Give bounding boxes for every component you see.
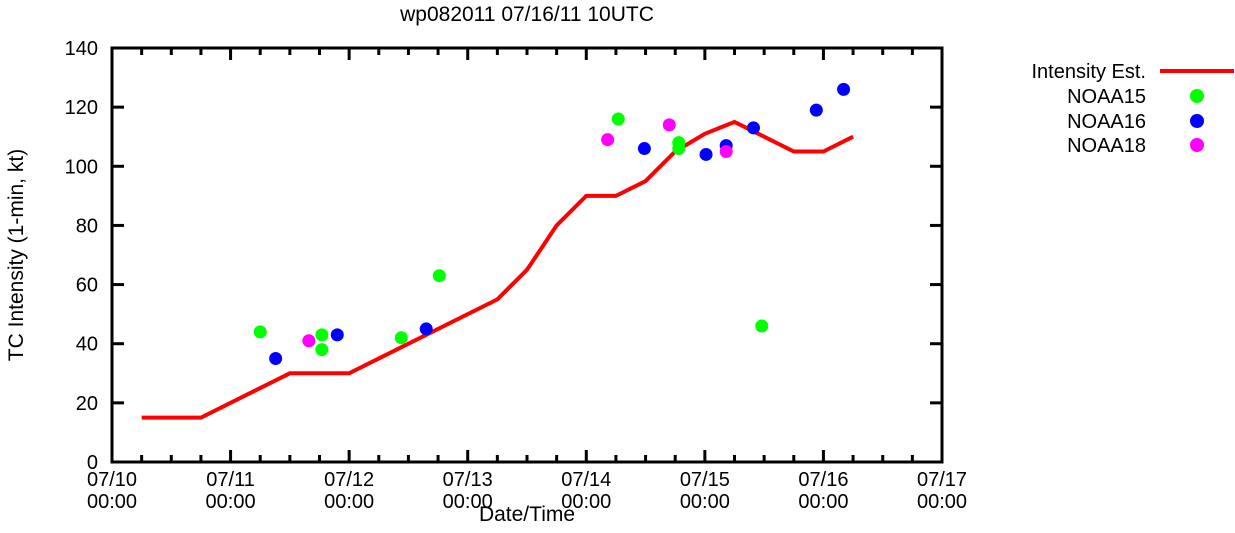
x-tick-label-date: 07/17 (917, 469, 967, 491)
x-tick-label-date: 07/13 (443, 469, 493, 491)
y-tick-label: 60 (76, 275, 98, 297)
noaa18-point (302, 334, 316, 348)
y-tick-label: 140 (65, 38, 98, 60)
legend-point-sample (1190, 114, 1204, 128)
noaa15-point (755, 319, 769, 333)
y-tick-label: 20 (76, 393, 98, 415)
legend-label: NOAA18 (1067, 135, 1146, 157)
noaa15-point (253, 325, 267, 339)
y-tick-label: 120 (65, 97, 98, 119)
y-tick-label: 100 (65, 156, 98, 178)
noaa15-point (315, 343, 329, 357)
y-axis-label: TC Intensity (1-min, kt) (5, 148, 28, 362)
noaa15-point (394, 331, 408, 345)
intensity-line (141, 119, 854, 420)
noaa15-point (432, 269, 446, 283)
noaa16-point (746, 121, 760, 135)
y-tick-label: 80 (76, 215, 98, 237)
legend-label: NOAA15 (1067, 86, 1146, 108)
noaa15-point (315, 328, 329, 342)
noaa18-point (662, 118, 676, 132)
x-tick-label-time: 00:00 (443, 491, 493, 513)
x-tick-label-date: 07/14 (561, 469, 611, 491)
x-tick-label-date: 07/15 (680, 469, 730, 491)
legend-point-sample (1190, 138, 1204, 152)
noaa16-point (837, 82, 851, 96)
x-tick-label-time: 00:00 (561, 491, 611, 513)
noaa16-point (809, 103, 823, 117)
x-tick-label-date: 07/12 (324, 469, 374, 491)
chart-title: wp082011 07/16/11 10UTC (400, 3, 654, 26)
x-tick-label-time: 00:00 (798, 491, 848, 513)
noaa16-point (330, 328, 344, 342)
legend-point-sample (1190, 89, 1204, 103)
x-tick-label-time: 00:00 (206, 491, 256, 513)
noaa16-point (419, 322, 433, 336)
x-tick-label-date: 07/11 (206, 469, 255, 491)
y-tick-label: 0 (87, 452, 98, 474)
noaa16-point (637, 142, 651, 156)
noaa16-point (699, 147, 713, 161)
y-tick-label: 40 (76, 334, 98, 356)
x-tick-label-time: 00:00 (680, 491, 730, 513)
noaa15-point (672, 142, 686, 156)
x-tick-label-time: 00:00 (87, 491, 137, 513)
legend-label: NOAA16 (1067, 111, 1146, 133)
x-axis-label: Date/Time (478, 503, 576, 526)
x-tick-label-time: 00:00 (324, 491, 374, 513)
noaa18-point (719, 145, 733, 158)
noaa15-point (611, 112, 625, 126)
x-tick-label-time: 00:00 (917, 491, 967, 513)
legend-label: Intensity Est. (1032, 61, 1147, 83)
x-tick-label-date: 07/10 (87, 469, 137, 491)
noaa18-point (601, 133, 615, 147)
x-tick-label-date: 07/16 (798, 469, 848, 491)
noaa16-point (269, 352, 283, 365)
